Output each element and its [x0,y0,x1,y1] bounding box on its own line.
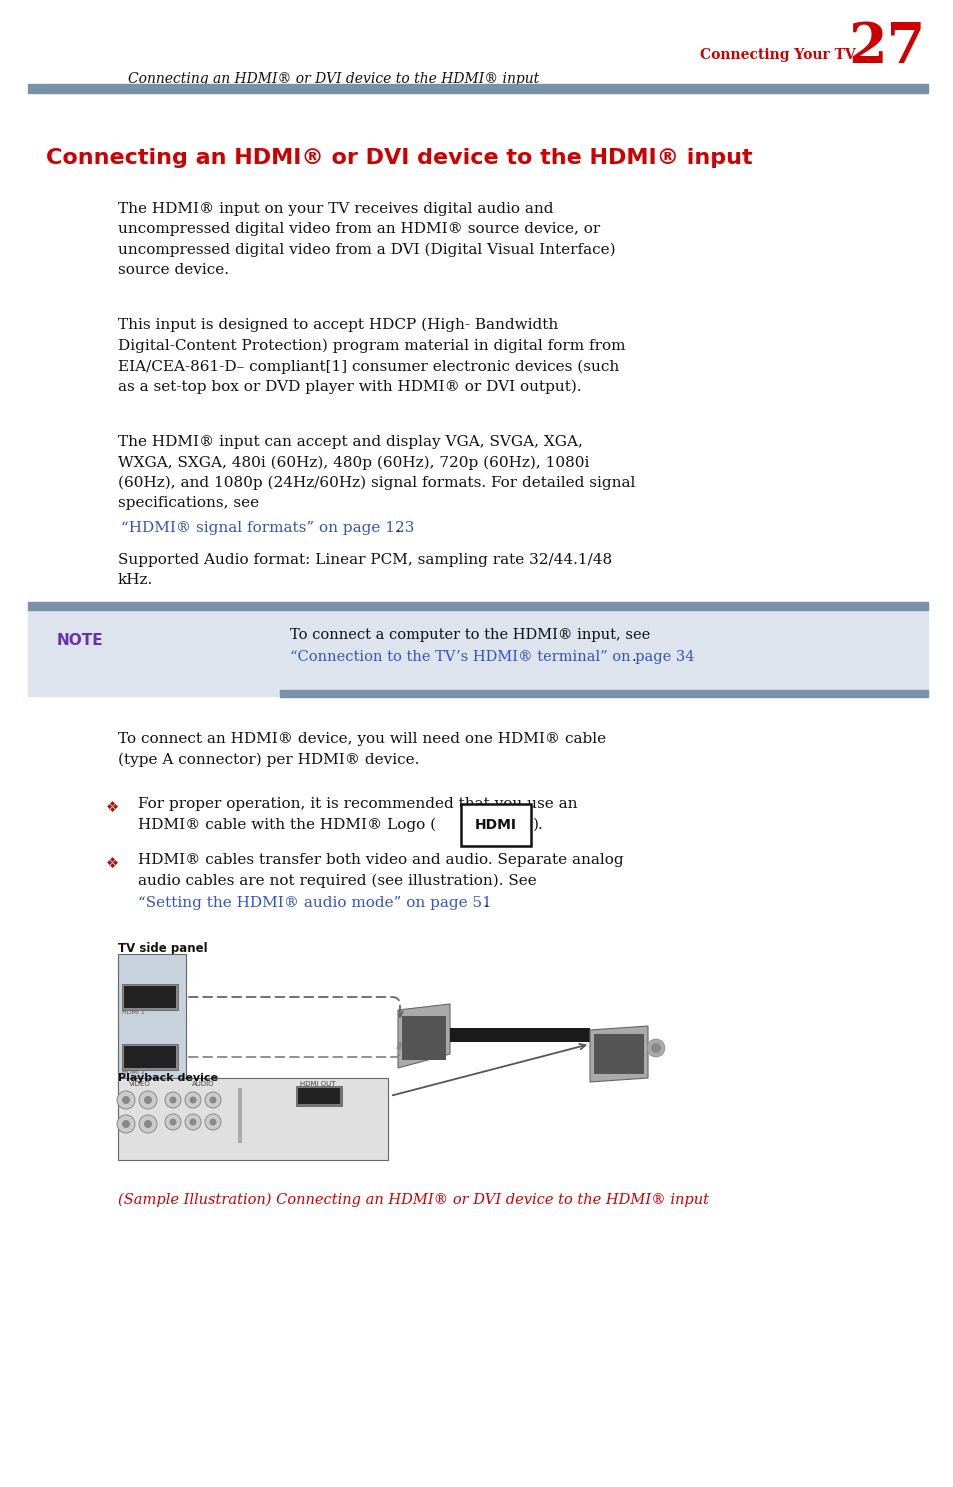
Circle shape [122,1096,130,1103]
Bar [28,602,927,610]
Circle shape [165,1114,181,1130]
Circle shape [117,1091,135,1109]
Bar [450,1028,589,1042]
Circle shape [210,1118,216,1126]
Bar [237,1088,242,1144]
Circle shape [646,1039,664,1057]
Circle shape [185,1114,201,1130]
Text: Connecting an HDMI® or DVI device to the HDMI® input: Connecting an HDMI® or DVI device to the… [46,149,752,168]
Text: AUDIO: AUDIO [192,1081,214,1087]
Text: For proper operation, it is recommended that you use an
HDMI® cable with the HDM: For proper operation, it is recommended … [138,797,577,831]
Text: HDMI: HDMI [475,818,517,833]
Text: HDMI® cables transfer both video and audio. Separate analog
audio cables are not: HDMI® cables transfer both video and aud… [138,854,623,888]
Text: Playback device: Playback device [118,1074,218,1083]
Text: Connecting an HDMI® or DVI device to the HDMI® input: Connecting an HDMI® or DVI device to the… [128,71,538,86]
Bar [122,984,178,1010]
Bar [28,83,927,94]
Text: HDMI 1: HDMI 1 [122,1010,145,1016]
Circle shape [190,1096,196,1103]
Text: Supported Audio format: Linear PCM, sampling rate 32/44.1/48
kHz.: Supported Audio format: Linear PCM, samp… [118,553,612,587]
Circle shape [170,1118,176,1126]
Text: This input is designed to accept HDCP (High- Bandwidth
Digital-Content Protectio: This input is designed to accept HDCP (H… [118,318,625,394]
Text: To connect a computer to the HDMI® input, see: To connect a computer to the HDMI® input… [290,628,654,642]
Circle shape [170,1096,176,1103]
Text: The HDMI® input can accept and display VGA, SVGA, XGA,
WXGA, SXGA, 480i (60Hz), : The HDMI® input can accept and display V… [118,436,635,510]
Circle shape [165,1091,181,1108]
Circle shape [205,1091,221,1108]
Text: .: . [631,650,636,665]
Circle shape [190,1118,196,1126]
Text: ).: ). [533,818,543,833]
Text: 27: 27 [848,19,925,74]
Bar [124,986,175,1008]
Bar [280,690,927,697]
Circle shape [117,1115,135,1133]
Text: NOTE: NOTE [56,633,103,648]
Text: To connect an HDMI® device, you will need one HDMI® cable
(type A connector) per: To connect an HDMI® device, you will nee… [118,732,605,767]
Bar [594,1033,643,1074]
Text: The HDMI® input on your TV receives digital audio and
uncompressed digital video: The HDMI® input on your TV receives digi… [118,202,615,277]
Bar [297,1088,339,1103]
Text: ❖: ❖ [106,857,118,871]
Circle shape [122,1120,130,1129]
Bar [118,955,186,1103]
Circle shape [144,1096,152,1103]
Circle shape [139,1091,157,1109]
Text: “Setting the HDMI® audio mode” on page 51: “Setting the HDMI® audio mode” on page 5… [138,897,492,910]
Bar [124,1045,175,1068]
Polygon shape [589,1026,647,1083]
Bar [118,1078,388,1160]
Circle shape [185,1091,201,1108]
Text: .: . [395,520,400,535]
Text: Connecting Your TV: Connecting Your TV [700,48,855,62]
Text: ❖: ❖ [106,800,118,815]
Polygon shape [397,1004,450,1068]
Text: “HDMI® signal formats” on page 123: “HDMI® signal formats” on page 123 [121,520,414,535]
Bar [295,1086,341,1106]
Circle shape [210,1096,216,1103]
Bar [28,610,927,696]
Text: “Connection to the TV’s HDMI® terminal” on page 34: “Connection to the TV’s HDMI® terminal” … [290,650,694,665]
Text: VIDEO: VIDEO [129,1081,151,1087]
Circle shape [144,1120,152,1129]
Text: HDMI 2: HDMI 2 [122,1071,145,1075]
Circle shape [205,1114,221,1130]
Text: .: . [483,897,488,910]
Circle shape [139,1115,157,1133]
Bar [122,1044,178,1071]
Bar [401,1016,446,1060]
Text: (Sample Illustration) Connecting an HDMI® or DVI device to the HDMI® input: (Sample Illustration) Connecting an HDMI… [118,1193,708,1207]
Text: TV side panel: TV side panel [118,941,208,955]
Circle shape [650,1042,660,1053]
Text: HDMI OUT: HDMI OUT [300,1081,335,1087]
